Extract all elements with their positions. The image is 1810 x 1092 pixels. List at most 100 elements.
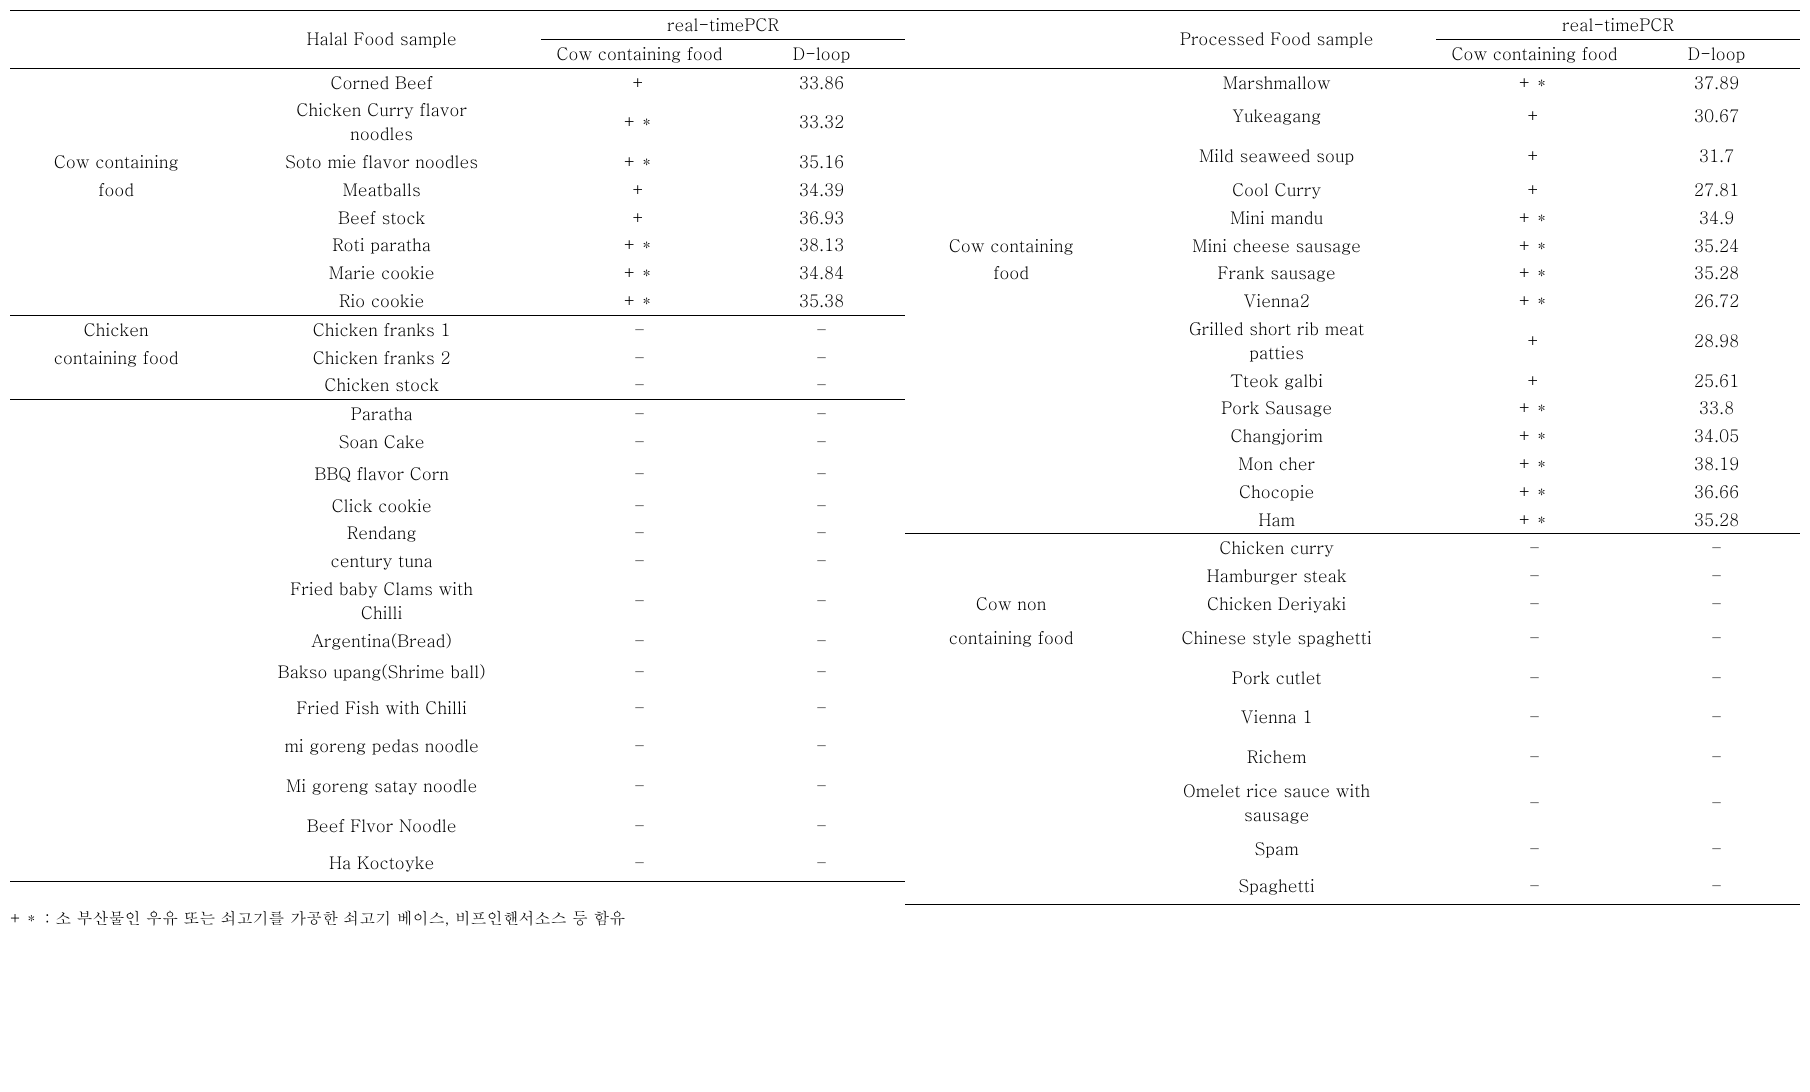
pcr-cell: + xyxy=(541,68,738,96)
dloop-cell: 33.32 xyxy=(738,96,905,148)
dloop-cell: – xyxy=(1633,590,1800,618)
table-row: Ham+＊35.28 xyxy=(905,506,1800,534)
sample-cell: mi goreng pedas noodle xyxy=(222,726,541,766)
hdr-pcr: real-timePCR xyxy=(541,11,905,40)
dloop-cell: 37.89 xyxy=(1633,68,1800,96)
table-row: Bakso upang(Shrime ball)–– xyxy=(10,654,905,690)
table-row: Rio cookie+＊35.38 xyxy=(10,287,905,315)
pcr-cell: – xyxy=(541,575,738,627)
dloop-cell: 30.67 xyxy=(1633,96,1800,136)
table-row: Vienna 1–– xyxy=(905,697,1800,737)
table-row: Spam–– xyxy=(905,829,1800,869)
dloop-cell: – xyxy=(738,371,905,399)
sample-cell: Mon cher xyxy=(1117,450,1436,478)
pcr-cell: +＊ xyxy=(1436,394,1633,422)
pcr-cell: +＊ xyxy=(1436,450,1633,478)
sample-cell: Richem xyxy=(1117,737,1436,777)
pcr-cell: – xyxy=(541,627,738,655)
table-row: Fried Fish with Chilli–– xyxy=(10,690,905,726)
table-row: Soan Cake–– xyxy=(10,428,905,456)
pcr-cell: + xyxy=(1436,176,1633,204)
sample-cell: Rio cookie xyxy=(222,287,541,315)
sample-cell: Chocopie xyxy=(1117,478,1436,506)
sample-cell: Fried Fish with Chilli xyxy=(222,690,541,726)
group-label: food xyxy=(10,176,222,204)
sample-cell: Paratha xyxy=(222,400,541,428)
table-row: Vienna2+＊26.72 xyxy=(905,287,1800,315)
pcr-cell: + xyxy=(1436,367,1633,395)
table-row: century tuna–– xyxy=(10,547,905,575)
group-label: containing food xyxy=(905,618,1117,658)
sample-cell: Beef stock xyxy=(222,204,541,232)
footnote: +＊ : 소 부산물인 우유 또는 쇠고기를 가공한 쇠고기 베이스, 비프인핸… xyxy=(10,907,1800,929)
sample-cell: Chicken franks 1 xyxy=(222,315,541,343)
sample-cell: Spaghetti xyxy=(1117,868,1436,904)
left-panel: Halal Food sample real-timePCR Cow conta… xyxy=(10,10,905,905)
dloop-cell: 27.81 xyxy=(1633,176,1800,204)
dloop-cell: – xyxy=(738,456,905,492)
pcr-cell: + xyxy=(541,176,738,204)
sample-cell: Yukeagang xyxy=(1117,96,1436,136)
dloop-cell: – xyxy=(1633,697,1800,737)
dloop-cell: 35.24 xyxy=(1633,232,1800,260)
table-row: Cool Curry+27.81 xyxy=(905,176,1800,204)
group-label: Cow containing xyxy=(10,148,222,176)
sample-cell: Mi goreng satay noodle xyxy=(222,766,541,806)
table-row: Paratha–– xyxy=(10,400,905,428)
dloop-cell: – xyxy=(738,344,905,372)
dloop-cell: 34.05 xyxy=(1633,422,1800,450)
sample-cell: Chilli xyxy=(361,600,403,624)
pcr-cell: + xyxy=(1436,96,1633,136)
pcr-cell: – xyxy=(541,344,738,372)
sample-cell: Ha Koctoyke xyxy=(222,845,541,881)
pcr-cell: – xyxy=(541,690,738,726)
dloop-cell: – xyxy=(1633,658,1800,698)
table-row: Cow containing Soto mie flavor noodles +… xyxy=(10,148,905,176)
table-row: Yukeagang+30.67 xyxy=(905,96,1800,136)
pcr-cell: – xyxy=(541,726,738,766)
dloop-cell: – xyxy=(738,627,905,655)
table-row: Richem–– xyxy=(905,737,1800,777)
dloop-cell: – xyxy=(738,400,905,428)
sample-cell: Mild seaweed soup xyxy=(1117,136,1436,176)
sample-cell: Roti paratha xyxy=(222,231,541,259)
dloop-cell: – xyxy=(738,806,905,846)
sample-cell: BBQ flavor Corn xyxy=(222,456,541,492)
sample-cell: Mini cheese sausage xyxy=(1117,232,1436,260)
table-row: Mi goreng satay noodle–– xyxy=(10,766,905,806)
table-row: Marshmallow+＊37.89 xyxy=(905,68,1800,96)
table-row: Roti paratha+＊38.13 xyxy=(10,231,905,259)
table-row: Ha Koctoyke–– xyxy=(10,845,905,881)
hdr-dloop: D-loop xyxy=(738,39,905,68)
sample-cell: Changjorim xyxy=(1117,422,1436,450)
table-row: Fried baby Clams withChilli – – xyxy=(10,575,905,627)
pcr-cell: +＊ xyxy=(541,96,738,148)
pcr-cell: +＊ xyxy=(1436,259,1633,287)
dloop-cell: – xyxy=(738,845,905,881)
table-row: Marie cookie+＊34.84 xyxy=(10,259,905,287)
dloop-cell: – xyxy=(738,766,905,806)
dloop-cell: 33.8 xyxy=(1633,394,1800,422)
dloop-cell: 25.61 xyxy=(1633,367,1800,395)
table-row: Argentina(Bread)–– xyxy=(10,627,905,655)
sample-cell: Click cookie xyxy=(222,492,541,520)
table-row: Cow containingMini cheese sausage+＊35.24 xyxy=(905,232,1800,260)
sample-cell: Marie cookie xyxy=(222,259,541,287)
pcr-cell: + xyxy=(1436,315,1633,367)
table-row: Mini mandu+＊34.9 xyxy=(905,204,1800,232)
sample-cell: Chicken curry xyxy=(1117,534,1436,562)
pcr-cell: – xyxy=(1436,618,1633,658)
sample-cell: Marshmallow xyxy=(1117,68,1436,96)
hdr-cow: Cow containing food xyxy=(541,39,738,68)
sample-cell: sausage xyxy=(1244,802,1309,826)
table-row: ChickenChicken franks 1–– xyxy=(10,315,905,343)
pcr-cell: – xyxy=(1436,534,1633,562)
sample-cell: patties xyxy=(1249,340,1304,364)
table-row: Processed Food sample real-timePCR xyxy=(905,11,1800,40)
dloop-cell: – xyxy=(738,654,905,690)
hdr-cow: Cow containing food xyxy=(1436,39,1633,68)
pcr-cell: +＊ xyxy=(541,287,738,315)
table-row: mi goreng pedas noodle–– xyxy=(10,726,905,766)
table-row: Click cookie–– xyxy=(10,492,905,520)
sample-cell: Ham xyxy=(1117,506,1436,534)
